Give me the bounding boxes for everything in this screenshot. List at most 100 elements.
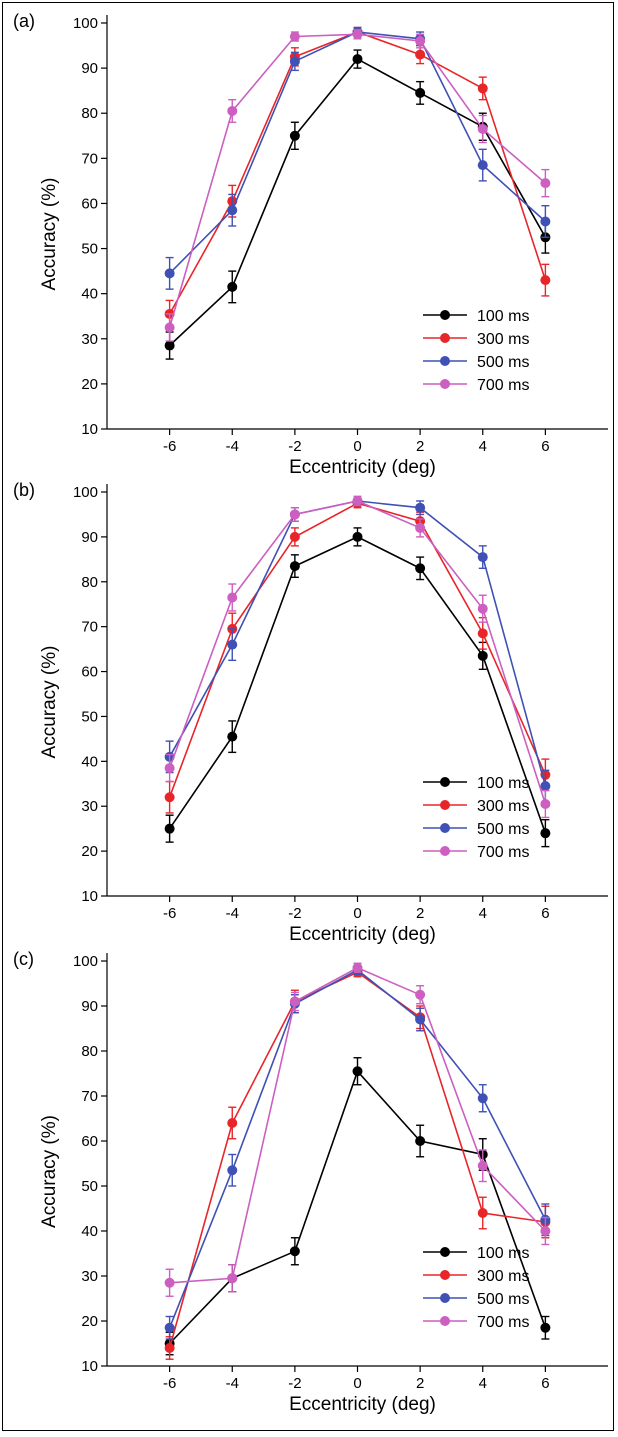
data-point xyxy=(227,1273,238,1284)
legend-label: 700 ms xyxy=(477,1314,529,1331)
y-axis-title: Accuracy (%) xyxy=(39,646,60,759)
data-point xyxy=(415,49,426,60)
y-tick-label: 90 xyxy=(81,529,98,546)
data-point xyxy=(164,268,175,279)
y-tick-label: 50 xyxy=(81,1178,98,1195)
data-point xyxy=(540,1322,551,1333)
legend-label: 700 ms xyxy=(477,844,529,861)
x-axis-title: Eccentricity (deg) xyxy=(289,457,436,478)
data-point xyxy=(477,1208,488,1218)
data-point xyxy=(289,56,300,67)
x-tick-label: -6 xyxy=(163,438,176,455)
legend: 100 ms 300 ms 500 ms 700 ms xyxy=(423,775,529,861)
data-point xyxy=(540,216,551,227)
y-tick-label: 40 xyxy=(81,1223,98,1240)
data-point xyxy=(540,828,551,839)
data-point xyxy=(477,552,488,563)
x-tick-label: 4 xyxy=(479,905,487,922)
y-tick-label: 10 xyxy=(81,888,98,905)
x-tick-label: -4 xyxy=(226,438,239,455)
panel-label: (a) xyxy=(13,11,35,31)
series-line xyxy=(169,966,546,1284)
y-tick-label: 70 xyxy=(81,150,98,167)
x-tick-label: 6 xyxy=(541,1375,549,1392)
data-point xyxy=(477,160,488,171)
data-point xyxy=(477,1093,488,1104)
data-point xyxy=(164,322,175,333)
data-point xyxy=(415,1014,426,1025)
data-point xyxy=(289,509,300,520)
legend-label: 300 ms xyxy=(477,331,529,348)
data-point xyxy=(540,1226,551,1236)
data-point xyxy=(415,522,426,533)
panel-label: (c) xyxy=(13,949,34,969)
data-point xyxy=(352,54,363,65)
data-point xyxy=(352,962,363,973)
legend-label: 500 ms xyxy=(477,354,529,371)
data-point xyxy=(289,1246,300,1257)
legend-marker xyxy=(440,823,450,833)
legend-label: 300 ms xyxy=(477,798,529,815)
y-tick-label: 50 xyxy=(81,241,98,258)
y-axis-title: Accuracy (%) xyxy=(39,178,60,291)
y-tick-label: 40 xyxy=(81,753,98,770)
legend-label: 100 ms xyxy=(477,308,529,325)
legend-marker xyxy=(440,333,450,343)
y-tick-label: 60 xyxy=(81,195,98,212)
data-point xyxy=(477,124,488,135)
y-tick-label: 30 xyxy=(81,798,98,815)
legend-label: 500 ms xyxy=(477,821,529,838)
y-tick-label: 50 xyxy=(81,708,98,725)
x-tick-label: 6 xyxy=(541,905,549,922)
data-point xyxy=(415,1136,426,1146)
series-line xyxy=(168,502,547,798)
y-tick-label: 60 xyxy=(81,1133,98,1150)
series-100-ms xyxy=(164,527,551,848)
y-tick-label: 70 xyxy=(81,1088,98,1105)
x-tick-label: 0 xyxy=(353,1375,361,1392)
data-point xyxy=(540,798,551,809)
series-100-ms xyxy=(164,1057,551,1356)
data-point xyxy=(415,989,426,1000)
data-point xyxy=(289,996,300,1007)
y-tick-label: 30 xyxy=(81,1268,98,1285)
legend-marker xyxy=(440,846,450,856)
y-tick-label: 80 xyxy=(81,574,98,591)
data-point xyxy=(164,1322,175,1333)
y-tick-label: 80 xyxy=(81,105,98,122)
y-axis-title: Accuracy (%) xyxy=(39,1115,60,1228)
x-axis-title: Eccentricity (deg) xyxy=(289,1394,436,1415)
data-point xyxy=(352,495,363,506)
data-point xyxy=(477,83,488,94)
data-point xyxy=(289,561,300,572)
x-tick-label: -2 xyxy=(288,905,301,922)
series-700-ms xyxy=(164,29,551,342)
legend: 100 ms 300 ms 500 ms 700 ms xyxy=(423,308,529,394)
y-tick-label: 80 xyxy=(81,1043,98,1060)
y-tick-label: 20 xyxy=(81,376,98,393)
legend-marker xyxy=(440,379,450,389)
x-axis-title: Eccentricity (deg) xyxy=(289,924,436,945)
data-point xyxy=(227,1118,238,1128)
x-tick-label: 4 xyxy=(479,438,487,455)
y-tick-label: 40 xyxy=(81,286,98,303)
legend-label: 500 ms xyxy=(477,1291,529,1308)
data-point xyxy=(164,823,175,834)
y-tick-label: 90 xyxy=(81,60,98,77)
chart-panel-1: (a) 10 20 30 40 50 60 70 80 90 100 -6 -4 -2 0 2 4 6 Eccent… xyxy=(13,11,608,478)
x-tick-label: -6 xyxy=(163,1375,176,1392)
x-tick-label: -2 xyxy=(288,1375,301,1392)
data-point xyxy=(227,281,238,292)
x-tick-label: 6 xyxy=(541,438,549,455)
y-tick-label: 60 xyxy=(81,664,98,681)
legend-marker xyxy=(440,1316,450,1326)
y-tick-label: 10 xyxy=(81,1358,98,1375)
legend-label: 100 ms xyxy=(477,775,529,792)
legend-marker xyxy=(440,800,450,810)
data-point xyxy=(540,275,551,286)
data-point xyxy=(415,563,426,574)
data-point xyxy=(289,130,300,141)
legend: 100 ms 300 ms 500 ms 700 ms xyxy=(423,1245,529,1331)
y-tick-label: 90 xyxy=(81,998,98,1015)
